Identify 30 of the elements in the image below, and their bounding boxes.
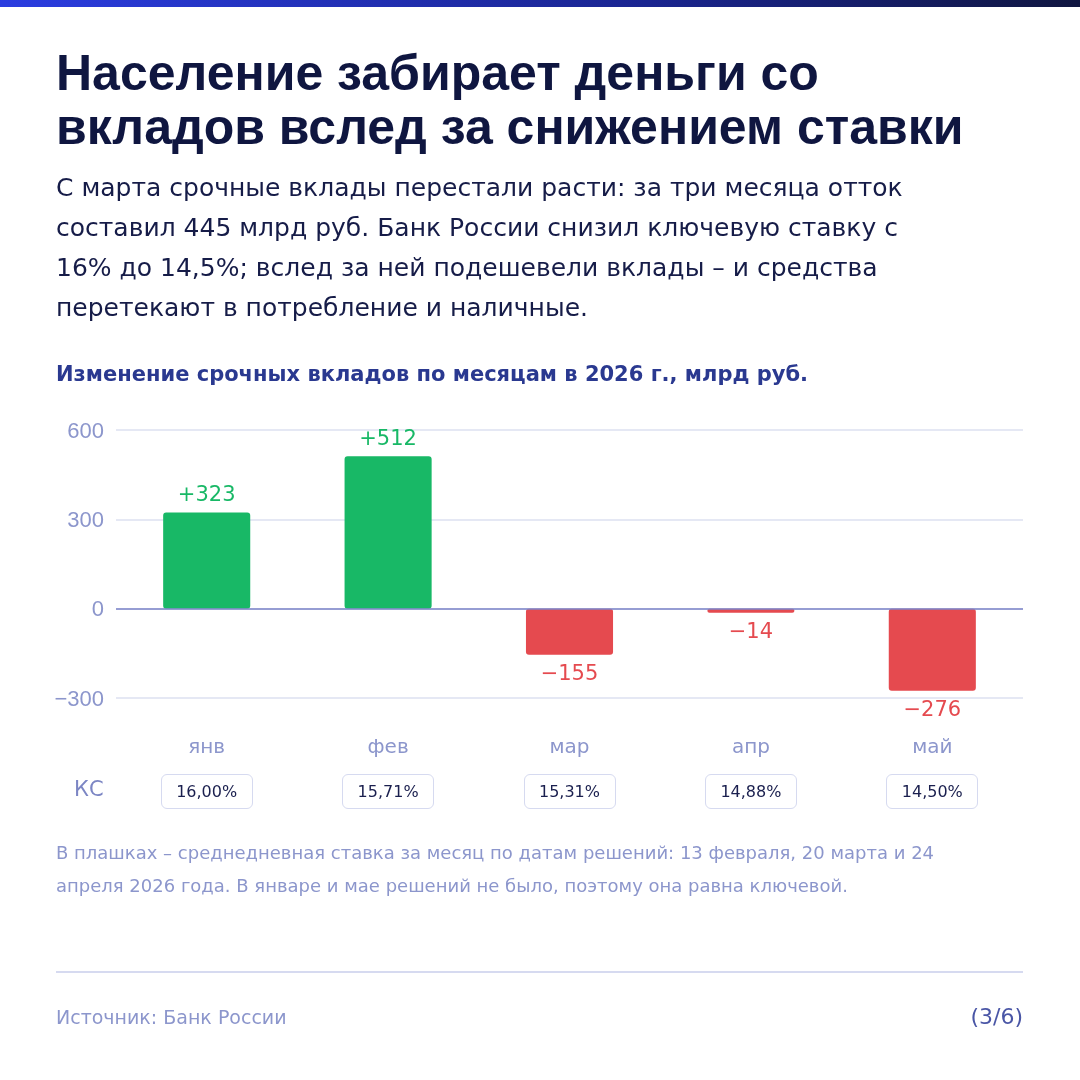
text: (3/6) [970, 1004, 1023, 1029]
x-tick-label: апр [731, 734, 770, 758]
x-tick-label: май [912, 734, 953, 758]
rate-badge: 15,31% [523, 774, 616, 809]
text: Источник: Банк России [56, 1006, 287, 1028]
rate-badge: 14,88% [704, 774, 797, 809]
data-label: −276 [903, 697, 962, 722]
x-tick-label: янв [188, 734, 226, 758]
bar [525, 608, 614, 655]
y-tick-label: −300 [54, 685, 104, 711]
bar [344, 456, 432, 609]
rate-badge: 15,71% [342, 774, 435, 809]
bar [163, 512, 251, 609]
y-tick-label: 600 [67, 417, 104, 443]
rate-badge: 16,00% [160, 774, 253, 809]
chart-title: Население забирает деньги со вкладов вслед за снижением ставки [56, 45, 965, 155]
rate-badge: 14,50% [886, 774, 979, 809]
chart-subtitle: С марта срочные вклады перестали расти: за три месяца отток составил 445 млрд руб. Банк России снизил ключевую ставку с 16% до 14,5%; вслед за ней подешевели вклады – и средства перетекают в потребление и наличные. [56, 172, 904, 324]
data-label: +323 [177, 481, 236, 506]
x-tick-label: мар [549, 734, 590, 758]
y-tick-label: 0 [91, 596, 104, 622]
bar [888, 608, 976, 691]
x-tick-label: фев [367, 734, 409, 758]
text: В плашках – среднедневная ставка за месяц по датам решений: 13 февраля, 20 марта и 24 апреля 2026 года. В январе и мае решений не было, поэтому она равна ключевой. [56, 841, 936, 898]
data-label: +512 [359, 425, 417, 450]
y-tick-label: 300 [67, 506, 104, 532]
data-label: −14 [728, 619, 774, 644]
y-axis-title: Изменение срочных вкладов по месяцам в 2026 г., млрд руб. [56, 362, 810, 386]
text: КС [74, 777, 104, 801]
data-label: −155 [540, 661, 599, 686]
